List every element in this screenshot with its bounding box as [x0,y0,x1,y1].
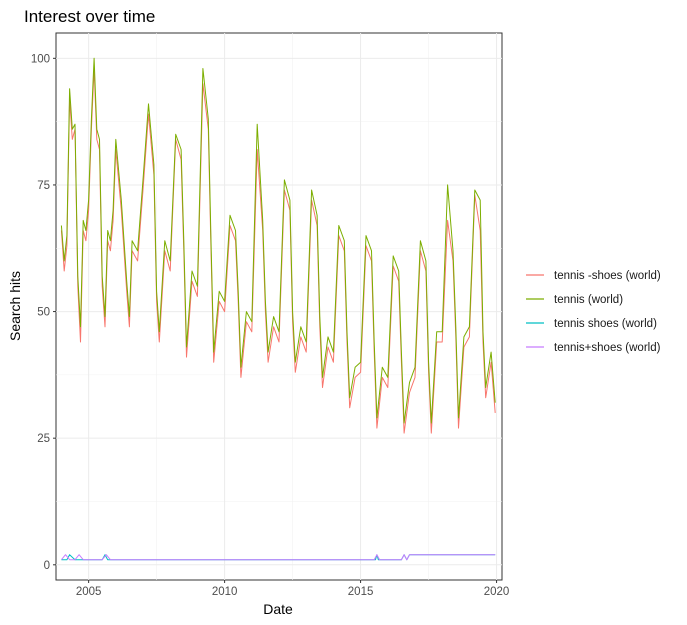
series-lines [60,57,496,561]
y-tick-label: 100 [31,53,50,65]
x-tick-label: 2020 [484,586,510,598]
y-tick-label: 75 [37,180,50,192]
x-tick-label: 2015 [348,586,374,598]
chart-title: Interest over time [24,7,155,26]
x-tick-label: 2010 [212,586,238,598]
x-axis-title: Date [263,601,293,617]
series-line-3 [61,554,496,561]
legend-label: tennis -shoes (world) [554,270,661,282]
y-tick-label: 0 [44,560,50,572]
legend-label: tennis (world) [554,294,623,306]
y-axis-title: Search hits [7,271,23,341]
legend-label: tennis shoes (world) [554,318,657,330]
x-tick-label: 2005 [76,586,102,598]
y-axis: 0 25 50 75 100 [31,53,56,572]
y-tick-label: 50 [37,307,50,319]
series-line-1 [60,57,496,424]
x-axis: 2005 2010 2015 2020 [76,580,510,598]
y-tick-label: 25 [37,433,50,445]
legend-label: tennis+shoes (world) [554,342,661,354]
legend: tennis -shoes (world) tennis (world) tenni… [526,270,661,354]
plot-panel [55,32,503,581]
